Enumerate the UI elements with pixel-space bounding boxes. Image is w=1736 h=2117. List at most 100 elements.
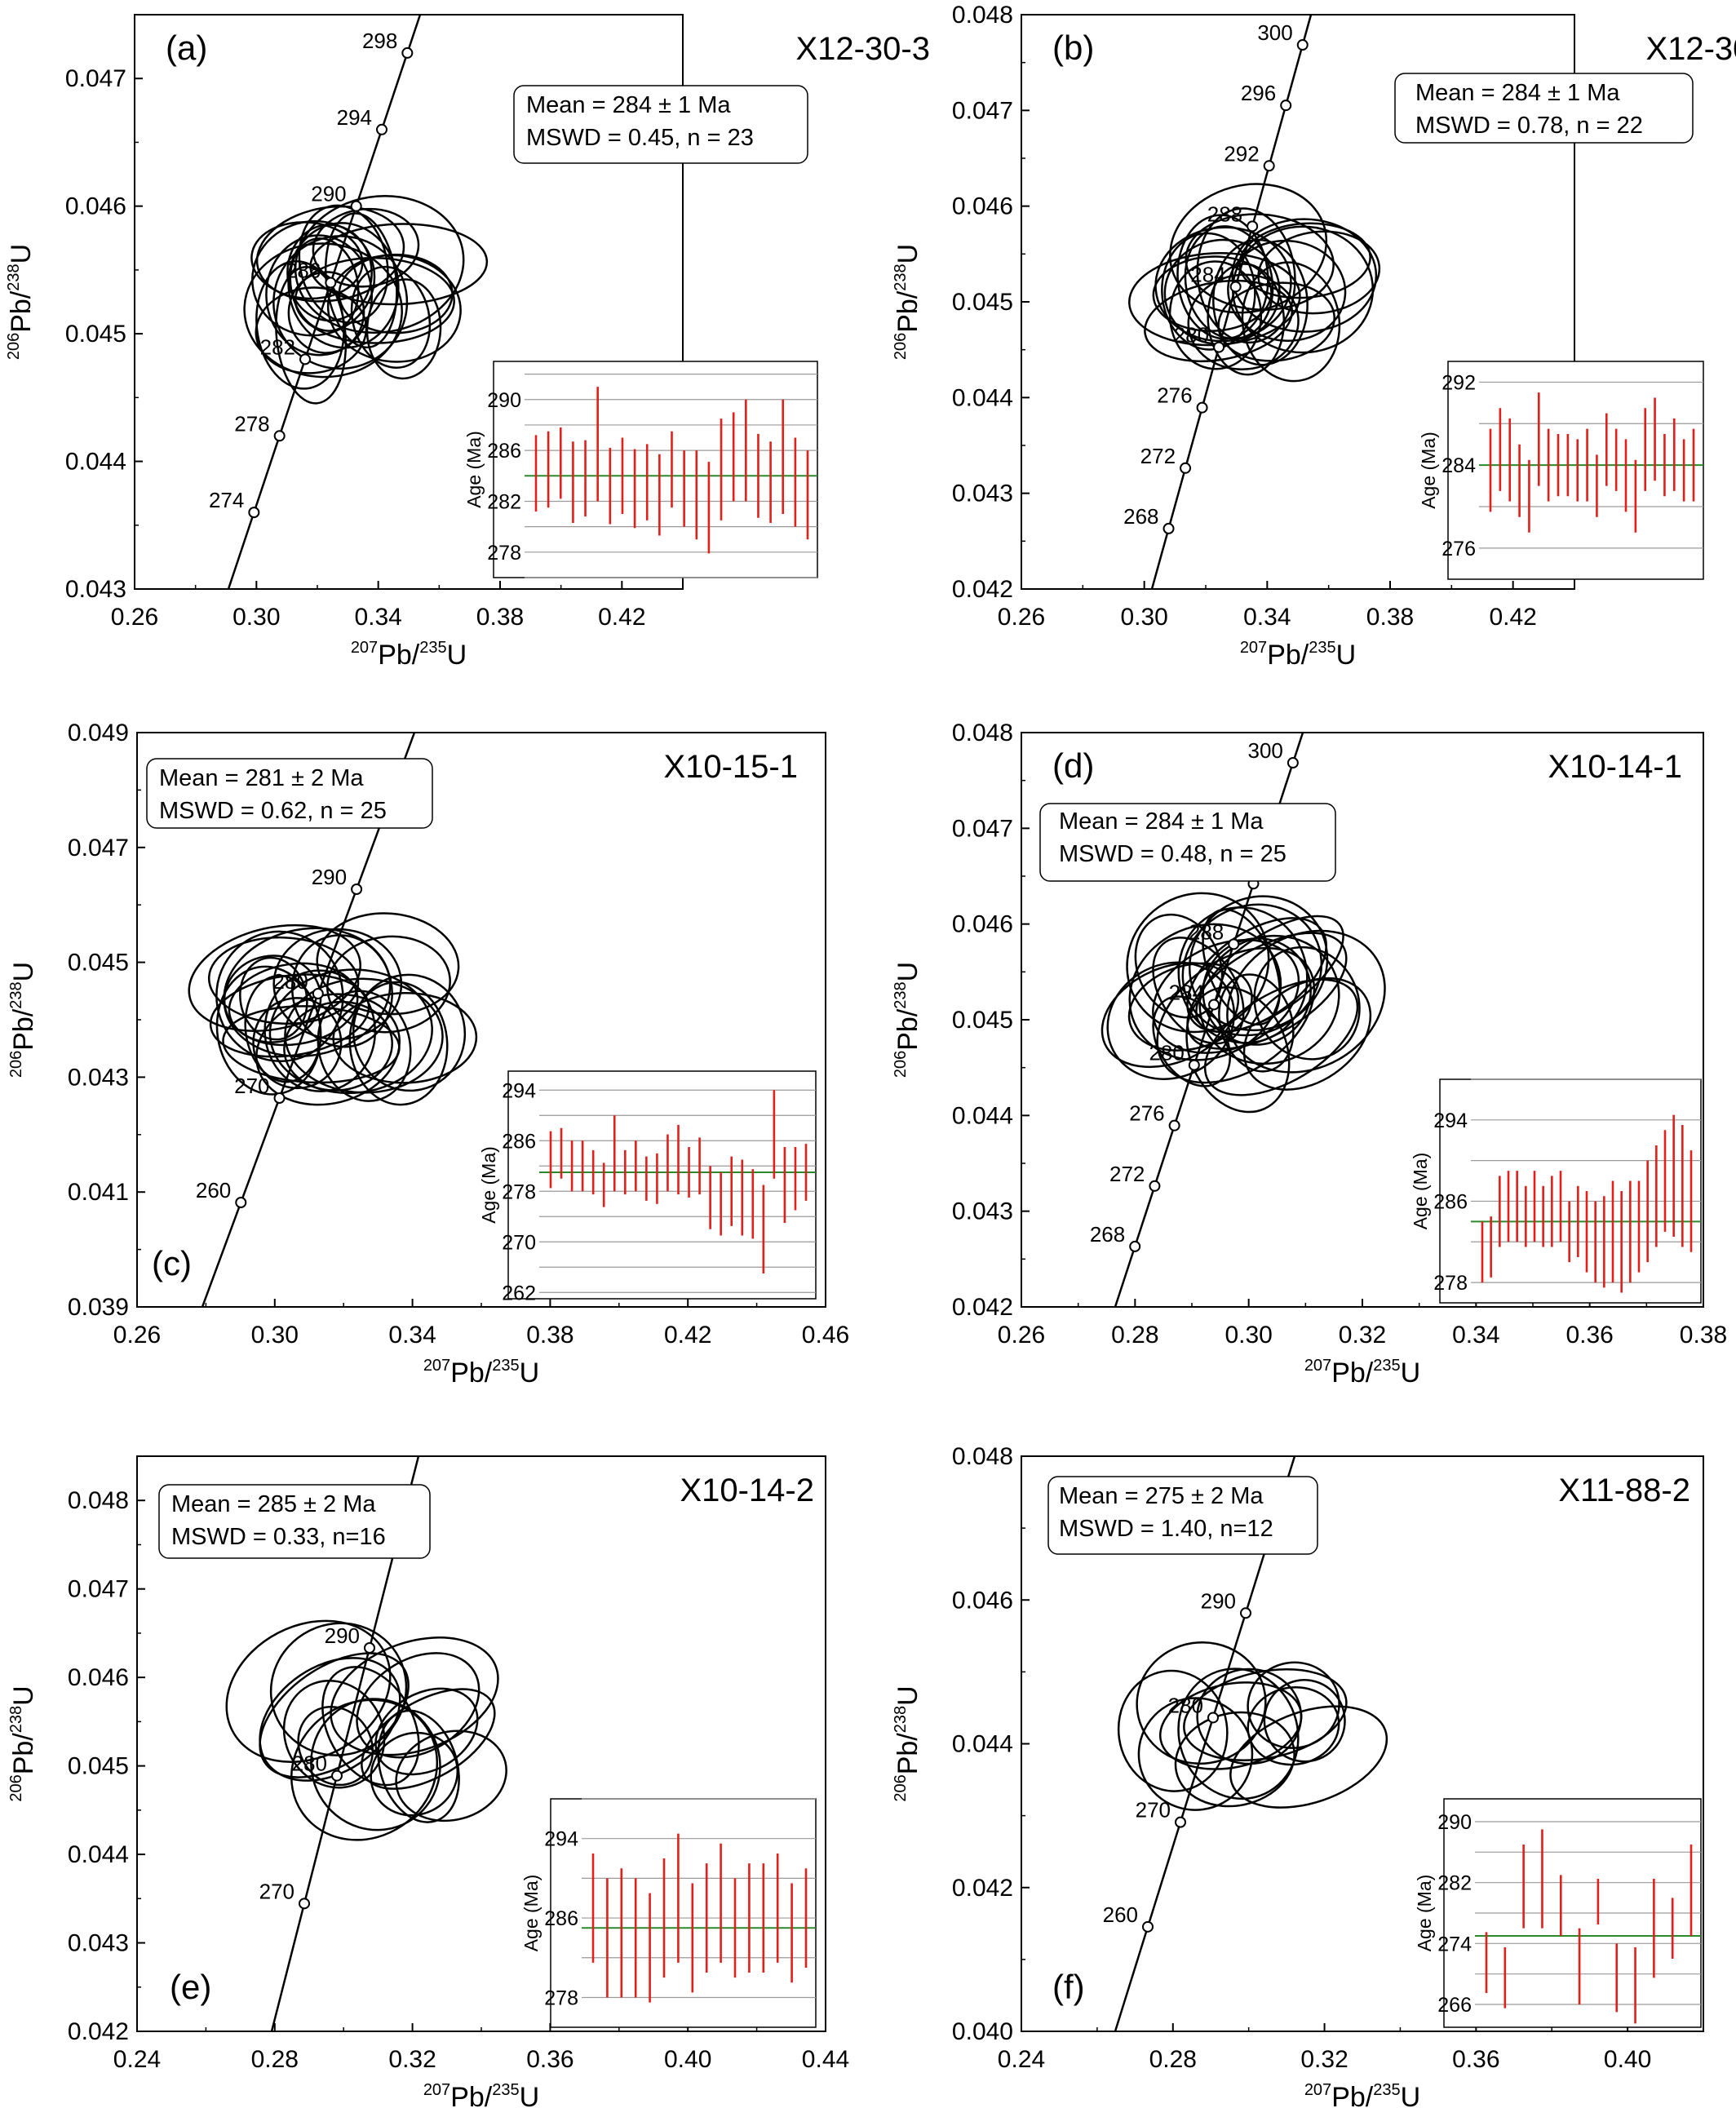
x-tick-label: 0.42 — [1489, 604, 1536, 631]
concordia-age-label: 290 — [312, 865, 347, 889]
x-axis-label: 207Pb/235U — [1304, 2081, 1420, 2113]
mean-age-text: Mean = 284 ± 1 Ma — [526, 92, 731, 118]
y-tick-label: 0.047 — [68, 1576, 129, 1603]
inset-frame — [1439, 1078, 1702, 1304]
x-tick-label: 0.42 — [598, 604, 645, 631]
error-ellipse — [294, 194, 465, 334]
error-ellipse — [290, 934, 393, 1048]
panel-label: (c) — [152, 1244, 192, 1282]
error-ellipse — [272, 928, 403, 1041]
y-tick-label: 0.045 — [68, 1753, 129, 1780]
weighted-mean-inset: 262 270 278 286 294 Age (Ma) — [478, 1070, 817, 1304]
inset-tick-label: 290 — [487, 389, 521, 412]
error-ellipse — [321, 1666, 420, 1787]
x-tick-label: 0.40 — [664, 2046, 711, 2073]
stats-box — [1394, 73, 1694, 144]
x-tick-label: 0.28 — [1111, 1322, 1158, 1349]
concordia-age-label: 280 — [272, 969, 308, 994]
x-tick-label: 0.30 — [232, 604, 280, 631]
error-ellipse — [352, 973, 467, 1092]
concordia-age-marker — [1149, 1180, 1161, 1192]
inset-tick-label: 270 — [502, 1231, 536, 1254]
concordia-age-label: 300 — [1248, 738, 1283, 763]
inset-frame — [507, 1070, 817, 1300]
x-tick-label: 0.32 — [1339, 1322, 1386, 1349]
error-ellipse — [1202, 908, 1281, 1026]
inset-tick-label: 294 — [1433, 1109, 1468, 1132]
y-tick-label: 0.045 — [68, 950, 129, 977]
concordia-age-label: 290 — [1201, 1588, 1236, 1613]
panel-label: (e) — [170, 1968, 211, 2006]
inset-tick-label: 284 — [1442, 454, 1476, 477]
error-ellipse — [1253, 946, 1361, 1061]
inset-y-label: Age (Ma) — [463, 431, 485, 508]
concordia-age-label: 284 — [1169, 980, 1204, 1004]
concordia-age-label: 294 — [337, 105, 372, 130]
error-ellipse — [1154, 226, 1292, 343]
inset-tick-label: 292 — [1442, 371, 1476, 394]
y-tick-label: 0.043 — [68, 1064, 129, 1091]
y-tick-label: 0.045 — [65, 321, 126, 348]
error-ellipse — [1181, 903, 1323, 1037]
x-axis-label: 207Pb/235U — [423, 2081, 539, 2113]
y-axis-label: 206Pb/238U — [892, 1685, 923, 1801]
error-ellipse — [1207, 263, 1286, 376]
weighted-mean-inset: 278 286 294 Age (Ma) — [520, 1798, 817, 2028]
concordia-age-label: 260 — [196, 1178, 231, 1202]
inset-y-label: Age (Ma) — [1418, 432, 1439, 509]
mean-age-text: Mean = 281 ± 2 Ma — [159, 765, 364, 791]
y-tick-label: 0.046 — [68, 1664, 129, 1691]
y-tick-label: 0.042 — [952, 1875, 1013, 1902]
concordia-age-marker — [325, 277, 337, 289]
inset-tick-label: 286 — [1433, 1190, 1468, 1213]
x-axis-label: 207Pb/235U — [1304, 1357, 1420, 1388]
error-ellipse — [317, 990, 412, 1102]
mswd-text: MSWD = 0.62, n = 25 — [159, 798, 387, 824]
error-ellipse — [1152, 255, 1273, 332]
error-ellipse — [1128, 923, 1282, 1061]
concordia-age-marker — [376, 123, 388, 135]
x-tick-label: 0.24 — [998, 2046, 1045, 2073]
error-ellipse — [283, 1000, 393, 1092]
concordia-age-label: 270 — [234, 1074, 269, 1098]
y-tick-label: 0.048 — [952, 2, 1013, 29]
error-ellipse — [1257, 230, 1381, 315]
inset-y-label: Age (Ma) — [478, 1146, 499, 1224]
y-tick-label: 0.042 — [952, 1294, 1013, 1321]
sample-name: X11-88-2 — [1558, 1473, 1690, 1508]
concordia-age-marker — [1188, 1059, 1200, 1071]
error-ellipse — [264, 969, 377, 1092]
error-ellipse — [1106, 961, 1236, 1080]
x-tick-label: 0.38 — [1680, 1322, 1727, 1349]
concordia-age-marker — [312, 988, 324, 999]
inset-frame — [493, 361, 818, 578]
chart-panel-d: 0.26 0.28 0.30 0.32 0.34 0.36 0.38 0.042 0.043 0.… — [892, 720, 1727, 1388]
y-tick-label: 0.044 — [952, 384, 1013, 411]
panel-label: (f) — [1052, 1968, 1085, 2006]
concordia-age-label: 270 — [1136, 1798, 1171, 1822]
x-axis-label: 207Pb/235U — [351, 639, 467, 671]
y-tick-label: 0.047 — [952, 97, 1013, 124]
sample-name: X12-30-5 — [1645, 31, 1736, 67]
error-ellipse — [312, 207, 420, 288]
panel-label: (d) — [1052, 746, 1094, 785]
mswd-text: MSWD = 0.48, n = 25 — [1059, 841, 1286, 867]
stats-box — [1039, 803, 1336, 882]
error-ellipse — [1247, 1661, 1340, 1749]
inset-y-label: Age (Ma) — [1414, 1875, 1435, 1952]
y-tick-label: 0.042 — [68, 2018, 129, 2045]
error-ellipse — [1152, 937, 1245, 1045]
x-tick-label: 0.36 — [1566, 1322, 1613, 1349]
error-ellipse — [1174, 1711, 1295, 1808]
concordia-age-marker — [1229, 281, 1242, 293]
error-ellipse — [259, 1652, 410, 1778]
error-ellipse — [1187, 273, 1300, 370]
concordia-age-marker — [1196, 401, 1208, 414]
inset-y-label: Age (Ma) — [520, 1875, 542, 1952]
concordia-age-marker — [1286, 757, 1299, 769]
y-tick-label: 0.045 — [952, 289, 1013, 316]
concordia-age-marker — [1247, 220, 1259, 233]
concordia-age-label: 274 — [209, 488, 244, 512]
stats-box — [513, 85, 808, 164]
x-tick-label: 0.26 — [111, 604, 158, 631]
